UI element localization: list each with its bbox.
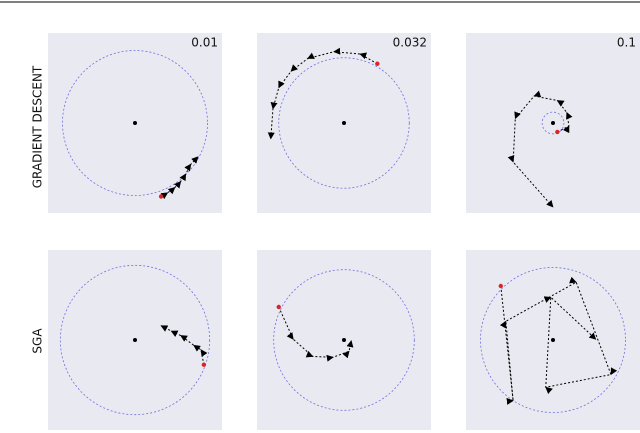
trajectory	[267, 47, 378, 140]
start-point	[201, 362, 207, 367]
reference-circle	[62, 50, 208, 196]
trajectory	[160, 325, 208, 365]
reference-circle	[273, 269, 415, 411]
learning-rate: 0.032	[393, 36, 427, 50]
start-point	[555, 129, 560, 135]
learning-rate: 0.01	[191, 36, 218, 50]
reference-circle	[480, 267, 626, 413]
start-point	[276, 304, 281, 310]
equilibrium	[342, 338, 346, 342]
learning-rate: 0.1	[617, 36, 636, 50]
trajectory	[499, 276, 618, 405]
start-point	[158, 194, 164, 199]
equilibrium	[551, 338, 555, 342]
row-label: GRADIENT DESCENT	[31, 65, 45, 188]
trajectory	[160, 156, 199, 200]
start-point	[375, 61, 380, 66]
equilibrium	[133, 338, 137, 342]
equilibrium	[342, 121, 346, 125]
reference-circle	[59, 264, 211, 416]
equilibrium	[133, 121, 137, 125]
trajectory	[278, 306, 354, 362]
equilibrium	[551, 121, 555, 125]
row-label: SGA	[31, 328, 45, 354]
trajectory	[507, 90, 573, 208]
start-point	[498, 283, 503, 289]
